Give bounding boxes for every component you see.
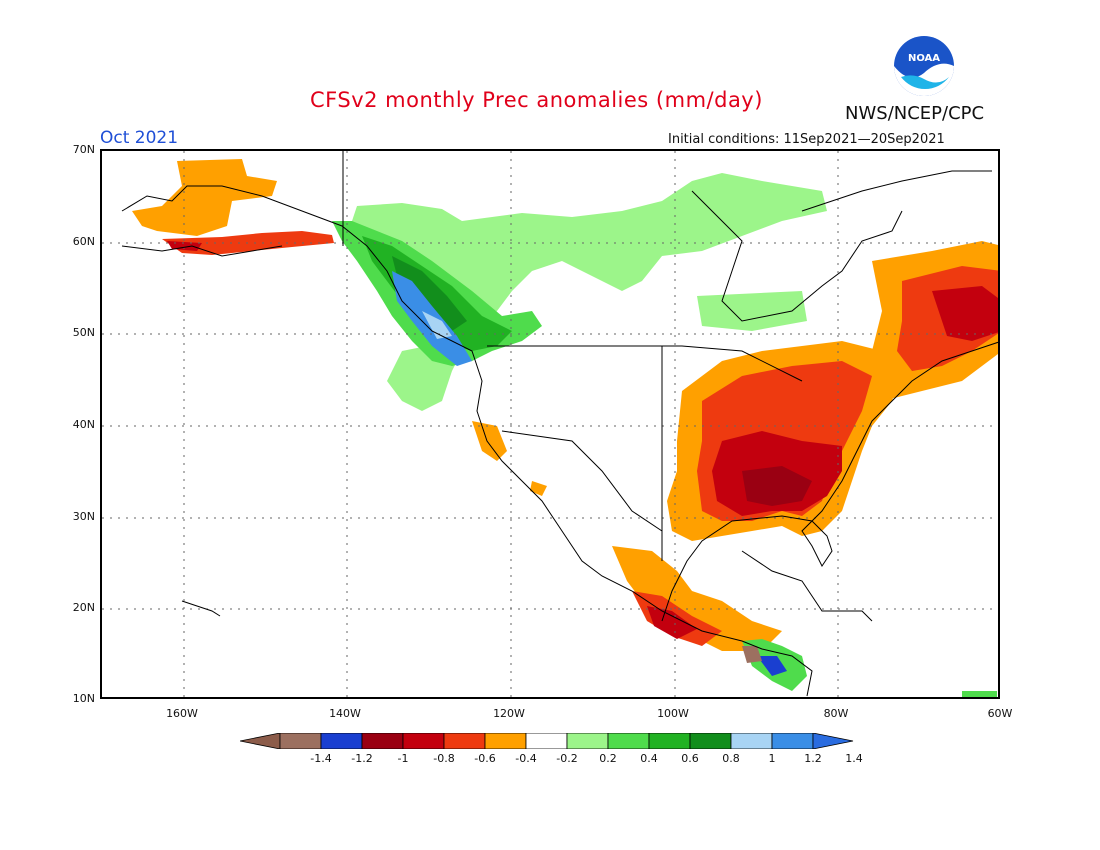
colorbar-cell: [771, 733, 814, 749]
lat-label: 60N: [72, 235, 95, 248]
colorbar-tick-label: 1: [768, 752, 776, 765]
precip-anomaly-map: [100, 149, 1000, 699]
colorbar-tick-label: -0.4: [515, 752, 537, 765]
colorbar-cell: [361, 733, 404, 749]
colorbar-tick-label: 0.6: [681, 752, 699, 765]
colorbar-cell: [320, 733, 363, 749]
agency-label: NWS/NCEP/CPC: [845, 103, 985, 124]
colorbar-tick-label: -1.4: [310, 752, 332, 765]
forecast-month: Oct 2021: [100, 128, 179, 148]
colorbar-tick-label: 1.2: [804, 752, 822, 765]
colorbar-tick-label: -1.2: [351, 752, 373, 765]
colorbar-cell: [566, 733, 609, 749]
colorbar-arrow-right: [812, 733, 854, 749]
lat-label: 20N: [72, 601, 95, 614]
lon-label: 120W: [493, 707, 525, 720]
lon-label: 80W: [823, 707, 849, 720]
colorbar: [240, 733, 854, 749]
colorbar-tick-label: -0.8: [433, 752, 455, 765]
colorbar-cell: [607, 733, 650, 749]
noaa-logo-text: NOAA: [908, 53, 940, 64]
colorbar-cell: [484, 733, 527, 749]
map-svg: [102, 151, 998, 697]
lat-label: 70N: [72, 143, 95, 156]
colorbar-tick-label: -1: [397, 752, 409, 765]
lat-label: 50N: [72, 326, 95, 339]
lat-label: 40N: [72, 418, 95, 431]
lat-label: 10N: [72, 692, 95, 705]
coastlines: [121, 151, 998, 697]
initial-conditions: Initial conditions: 11Sep2021—20Sep2021: [668, 132, 945, 147]
colorbar-arrow-left: [240, 733, 281, 749]
colorbar-tick-label: -0.2: [556, 752, 578, 765]
colorbar-tick-label: 0.2: [599, 752, 617, 765]
chart-title: CFSv2 monthly Prec anomalies (mm/day): [310, 88, 763, 112]
colorbar-cell: [648, 733, 691, 749]
colorbar-tick-label: 0.8: [722, 752, 740, 765]
noaa-logo-icon: NOAA: [894, 36, 954, 96]
lat-label: 30N: [72, 510, 95, 523]
colorbar-cell: [443, 733, 486, 749]
lon-label: 140W: [329, 707, 361, 720]
grid-lines: [102, 151, 998, 697]
colorbar-cell: [525, 733, 568, 749]
lon-label: 100W: [657, 707, 689, 720]
anomaly-shading: [132, 159, 998, 697]
lon-label: 160W: [166, 707, 198, 720]
colorbar-tick-label: 0.4: [640, 752, 658, 765]
colorbar-tick-label: -0.6: [474, 752, 496, 765]
colorbar-cell: [689, 733, 732, 749]
lon-label: 60W: [987, 707, 1013, 720]
colorbar-cell: [402, 733, 445, 749]
colorbar-cell: [279, 733, 322, 749]
colorbar-cells: [240, 733, 854, 749]
colorbar-cell: [730, 733, 773, 749]
colorbar-tick-label: 1.4: [845, 752, 863, 765]
